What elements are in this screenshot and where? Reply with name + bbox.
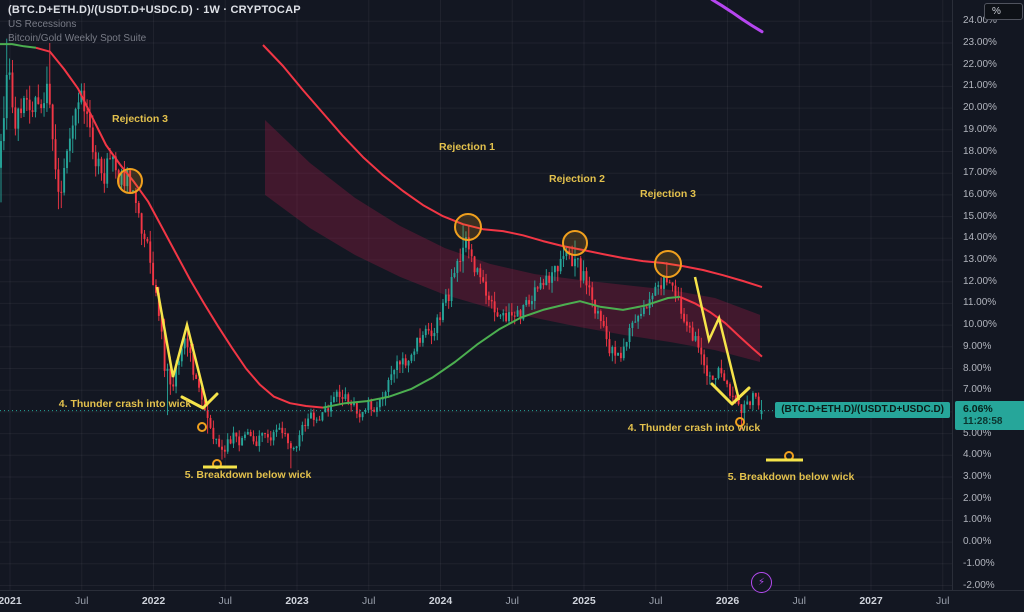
- price-line-symbol-label: (BTC.D+ETH.D)/(USDT.D+USDC.D): [775, 402, 950, 418]
- trend-ma-red: [35, 46, 324, 409]
- time-scale[interactable]: 2021 Jul 2022 Jul 2023 Jul 2024 Jul 2025 Jul 2026 J…: [0, 590, 1024, 612]
- time-tick-year: 2024: [428, 595, 453, 607]
- price-tick-label: 18.00%: [963, 145, 997, 157]
- price-tick-label: 5.00%: [963, 427, 992, 439]
- time-tick-jul: Jul: [362, 595, 376, 607]
- time-tick-jul: Jul: [505, 595, 519, 607]
- time-tick-jul: Jul: [936, 595, 950, 607]
- thunder-zigzag-arrow[interactable]: [693, 276, 741, 401]
- time-tick-year: 2027: [859, 595, 883, 607]
- legend-symbol-title[interactable]: (BTC.D+ETH.D)/(USDT.D+USDC.D) · 1W · CRY…: [8, 4, 301, 16]
- price-tick-label: 20.00%: [963, 102, 997, 114]
- drawing-annotations[interactable]: Rejection 3 Rejection 1 Rejection 2 Rejecti…: [59, 113, 855, 483]
- percent-unit-button[interactable]: %: [984, 3, 1023, 20]
- regression-band: [265, 120, 760, 362]
- wick-marker-dot[interactable]: [735, 417, 745, 427]
- time-tick-year: 2021: [0, 595, 22, 607]
- trend-ma-green: [0, 43, 37, 49]
- rejection-circle[interactable]: [454, 213, 482, 241]
- annotation-text[interactable]: Rejection 2: [549, 173, 605, 185]
- thunder-zigzag-arrow[interactable]: [155, 286, 209, 406]
- rejection-circle[interactable]: [117, 168, 143, 194]
- time-tick-year: 2025: [572, 595, 596, 607]
- chart-canvas[interactable]: Rejection 3 Rejection 1 Rejection 2 Rejecti…: [0, 0, 952, 590]
- price-tick-label: 11.00%: [963, 297, 997, 309]
- bar-countdown: 11:28:58: [963, 416, 1003, 427]
- annotation-text[interactable]: Rejection 3: [640, 188, 696, 200]
- price-tick-label: 22.00%: [963, 58, 997, 70]
- price-tick-label: 19.00%: [963, 123, 997, 135]
- price-tick-label: 3.00%: [963, 471, 992, 482]
- price-tick-label: 15.00%: [963, 210, 997, 222]
- trend-ma-red: [679, 295, 763, 358]
- annotation-text[interactable]: 5. Breakdown below wick: [728, 471, 855, 483]
- annotation-text[interactable]: 4. Thunder crash into wick: [628, 422, 761, 434]
- parabola-curve[interactable]: [710, 0, 764, 34]
- rejection-circle[interactable]: [562, 230, 588, 256]
- price-tick-label: 13.00%: [963, 254, 997, 265]
- price-tick-label: 0.00%: [963, 536, 992, 548]
- arrowhead-v[interactable]: [710, 382, 751, 406]
- rejection-circle[interactable]: [654, 250, 682, 278]
- time-tick-jul: Jul: [218, 595, 232, 607]
- legend-indicator-us-recessions[interactable]: US Recessions: [8, 19, 77, 30]
- price-tick-label: 10.00%: [963, 319, 997, 331]
- price-tick-label: 4.00%: [963, 449, 992, 461]
- wick-marker-dot[interactable]: [197, 422, 207, 432]
- trend-ma-green: [322, 295, 681, 409]
- price-tick-label: 9.00%: [963, 340, 992, 352]
- price-tick-label: 16.00%: [963, 188, 997, 200]
- arrowhead-v[interactable]: [180, 392, 219, 410]
- price-tick-label: 14.00%: [963, 232, 997, 244]
- price-tick-label: 1.00%: [963, 514, 992, 526]
- grid-lines: [0, 0, 952, 590]
- price-tick-label: 21.00%: [963, 80, 997, 92]
- price-tick-label: 12.00%: [963, 275, 997, 287]
- annotation-text[interactable]: Rejection 1: [439, 141, 495, 153]
- legend-indicator-bitcoin-gold[interactable]: Bitcoin/Gold Weekly Spot Suite: [8, 33, 147, 44]
- candlestick-series[interactable]: [0, 38, 763, 469]
- current-price-badge: 6.06% 11:28:58: [955, 401, 1024, 430]
- current-price-value: 6.06%: [963, 403, 993, 415]
- price-scale[interactable]: 24.00% 23.00% 22.00% 21.00% 20.00% 19.00% 18.0…: [952, 0, 1024, 591]
- time-tick-jul: Jul: [649, 595, 663, 607]
- time-tick-jul: Jul: [75, 595, 89, 607]
- time-tick-jul: Jul: [792, 595, 806, 607]
- time-tick-year: 2022: [141, 595, 166, 607]
- chart-legend: (BTC.D+ETH.D)/(USDT.D+USDC.D) · 1W · CRY…: [8, 4, 301, 45]
- lightning-marker-icon[interactable]: ⚡: [751, 572, 772, 593]
- price-tick-label: -2.00%: [963, 579, 995, 591]
- annotation-text[interactable]: 5. Breakdown below wick: [185, 469, 312, 481]
- annotation-text[interactable]: 4. Thunder crash into wick: [59, 398, 192, 410]
- price-tick-label: -1.00%: [963, 557, 995, 569]
- time-tick-year: 2026: [715, 595, 740, 607]
- price-tick-label: 24.00%: [963, 15, 997, 27]
- price-tick-label: 7.00%: [963, 384, 992, 396]
- time-tick-year: 2023: [285, 595, 309, 607]
- resistance-ma-line: [262, 44, 763, 289]
- price-tick-label: 23.00%: [963, 37, 997, 48]
- price-tick-label: 2.00%: [963, 492, 992, 504]
- price-tick-label: 17.00%: [963, 167, 997, 179]
- price-tick-label: 8.00%: [963, 362, 992, 374]
- annotation-text[interactable]: Rejection 3: [112, 113, 168, 125]
